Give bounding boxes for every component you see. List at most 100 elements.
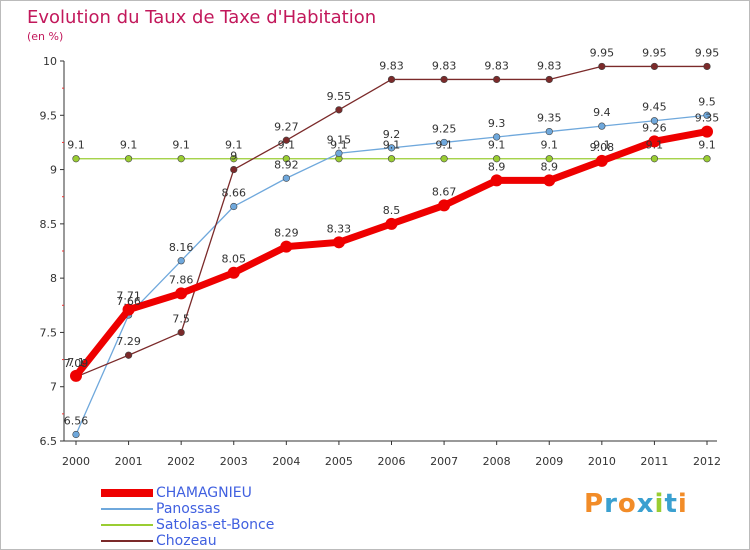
- data-point-chamagnieu: [701, 125, 713, 138]
- data-point-chozeau: [440, 75, 448, 84]
- x-tick-label: 2009: [535, 455, 563, 468]
- chart-title: Evolution du Taux de Taxe d'Habitation: [27, 7, 377, 28]
- legend-label: Chozeau: [156, 533, 217, 549]
- data-label: 8.67: [432, 185, 457, 198]
- y-tick-label: 6.5: [40, 435, 58, 448]
- data-point-panossas: [177, 257, 185, 265]
- legend-swatch: [101, 540, 153, 542]
- data-point-chozeau: [387, 75, 396, 84]
- data-label: 9.2: [383, 128, 401, 141]
- data-point-chamagnieu: [70, 369, 82, 382]
- data-label: 9.1: [225, 139, 243, 152]
- data-point-panossas: [703, 111, 711, 119]
- data-label: 9.1: [383, 139, 401, 152]
- x-tick-label: 2004: [272, 455, 300, 468]
- data-point-chozeau: [598, 62, 606, 71]
- data-label: 7.1: [67, 356, 85, 369]
- y-tick-label: 8.5: [40, 218, 58, 231]
- x-tick-label: 2003: [220, 455, 248, 468]
- data-point-satolas-et-bonce: [650, 155, 659, 163]
- legend-swatch: [101, 508, 153, 510]
- brand-logo: Proxiti: [584, 489, 688, 519]
- data-point-chamagnieu: [543, 174, 556, 187]
- data-label: 9.35: [537, 112, 562, 125]
- data-label: 9.35: [695, 112, 720, 125]
- data-point-satolas-et-bonce: [282, 155, 290, 163]
- data-point-panossas: [72, 430, 80, 439]
- data-label: 9.25: [432, 122, 457, 135]
- data-point-panossas: [598, 122, 606, 130]
- data-point-chamagnieu: [332, 236, 345, 249]
- data-point-satolas-et-bonce: [72, 155, 80, 163]
- brand-letter: t: [664, 489, 678, 519]
- data-label: 8.92: [274, 158, 299, 171]
- x-tick-label: 2006: [378, 455, 406, 468]
- data-point-panossas: [230, 202, 238, 211]
- y-tick-label: 7: [50, 381, 57, 394]
- data-label: 9.1: [646, 139, 664, 152]
- data-label: 9.95: [642, 46, 667, 59]
- data-point-panossas: [545, 127, 553, 136]
- data-label: 7.86: [169, 273, 194, 286]
- brand-letter: x: [636, 489, 655, 519]
- data-point-satolas-et-bonce: [177, 155, 185, 163]
- data-point-chozeau: [493, 75, 501, 84]
- data-label: 6.56: [64, 414, 89, 427]
- x-tick-label: 2008: [483, 455, 511, 468]
- data-point-panossas: [650, 117, 659, 125]
- data-label: 9.4: [593, 106, 611, 119]
- x-tick-label: 2010: [588, 455, 616, 468]
- data-label: 9.1: [541, 139, 559, 152]
- data-label: 9.08: [590, 141, 615, 154]
- data-label: 9.1: [120, 139, 138, 152]
- data-point-satolas-et-bonce: [387, 155, 396, 163]
- data-label: 9.83: [432, 59, 457, 72]
- data-label: 9.1: [698, 139, 716, 152]
- legend-swatch: [101, 489, 153, 497]
- legend-swatch: [101, 524, 153, 526]
- x-tick-label: 2011: [640, 455, 668, 468]
- data-label: 9.83: [537, 59, 562, 72]
- data-point-panossas: [493, 133, 501, 141]
- brand-letter: i: [677, 489, 688, 519]
- data-label: 9.3: [488, 117, 506, 130]
- chart-unit: (en %): [27, 30, 64, 43]
- data-label: 7.71: [116, 290, 141, 303]
- legend-label: Satolas-et-Bonce: [156, 517, 275, 533]
- data-label: 9.26: [642, 121, 667, 134]
- data-point-chozeau: [650, 62, 659, 71]
- data-label: 9.27: [274, 120, 299, 133]
- x-tick-label: 2002: [167, 455, 195, 468]
- y-tick-label: 7.5: [40, 326, 58, 339]
- data-label: 9.55: [327, 90, 352, 103]
- data-point-chamagnieu: [438, 199, 451, 212]
- data-label: 8.5: [383, 204, 401, 217]
- data-point-chamagnieu: [280, 240, 293, 253]
- y-tick-label: 8: [50, 272, 57, 285]
- x-tick-label: 2005: [325, 455, 353, 468]
- y-tick-label: 10: [43, 55, 57, 68]
- data-point-chamagnieu: [648, 135, 661, 148]
- data-point-panossas: [440, 138, 448, 147]
- data-point-chamagnieu: [175, 287, 188, 300]
- data-label: 9.45: [642, 101, 667, 114]
- data-point-chozeau: [282, 136, 290, 144]
- data-point-chozeau: [545, 75, 553, 84]
- legend-label: CHAMAGNIEU: [156, 485, 252, 501]
- data-point-satolas-et-bonce: [545, 155, 553, 163]
- data-point-panossas: [282, 174, 290, 182]
- data-point-panossas: [387, 144, 396, 152]
- data-label: 8.9: [541, 160, 559, 173]
- data-label: 8.16: [169, 241, 194, 254]
- data-label: 9.15: [327, 133, 352, 146]
- data-point-chozeau: [335, 106, 343, 114]
- data-label: 8.33: [327, 222, 352, 235]
- data-point-chozeau: [177, 328, 185, 337]
- data-label: 9.95: [695, 46, 720, 59]
- data-point-chozeau: [703, 62, 711, 71]
- data-label: 9: [230, 150, 237, 163]
- brand-letter: o: [617, 489, 637, 519]
- data-point-chamagnieu: [227, 266, 240, 279]
- data-label: 7.66: [116, 295, 141, 308]
